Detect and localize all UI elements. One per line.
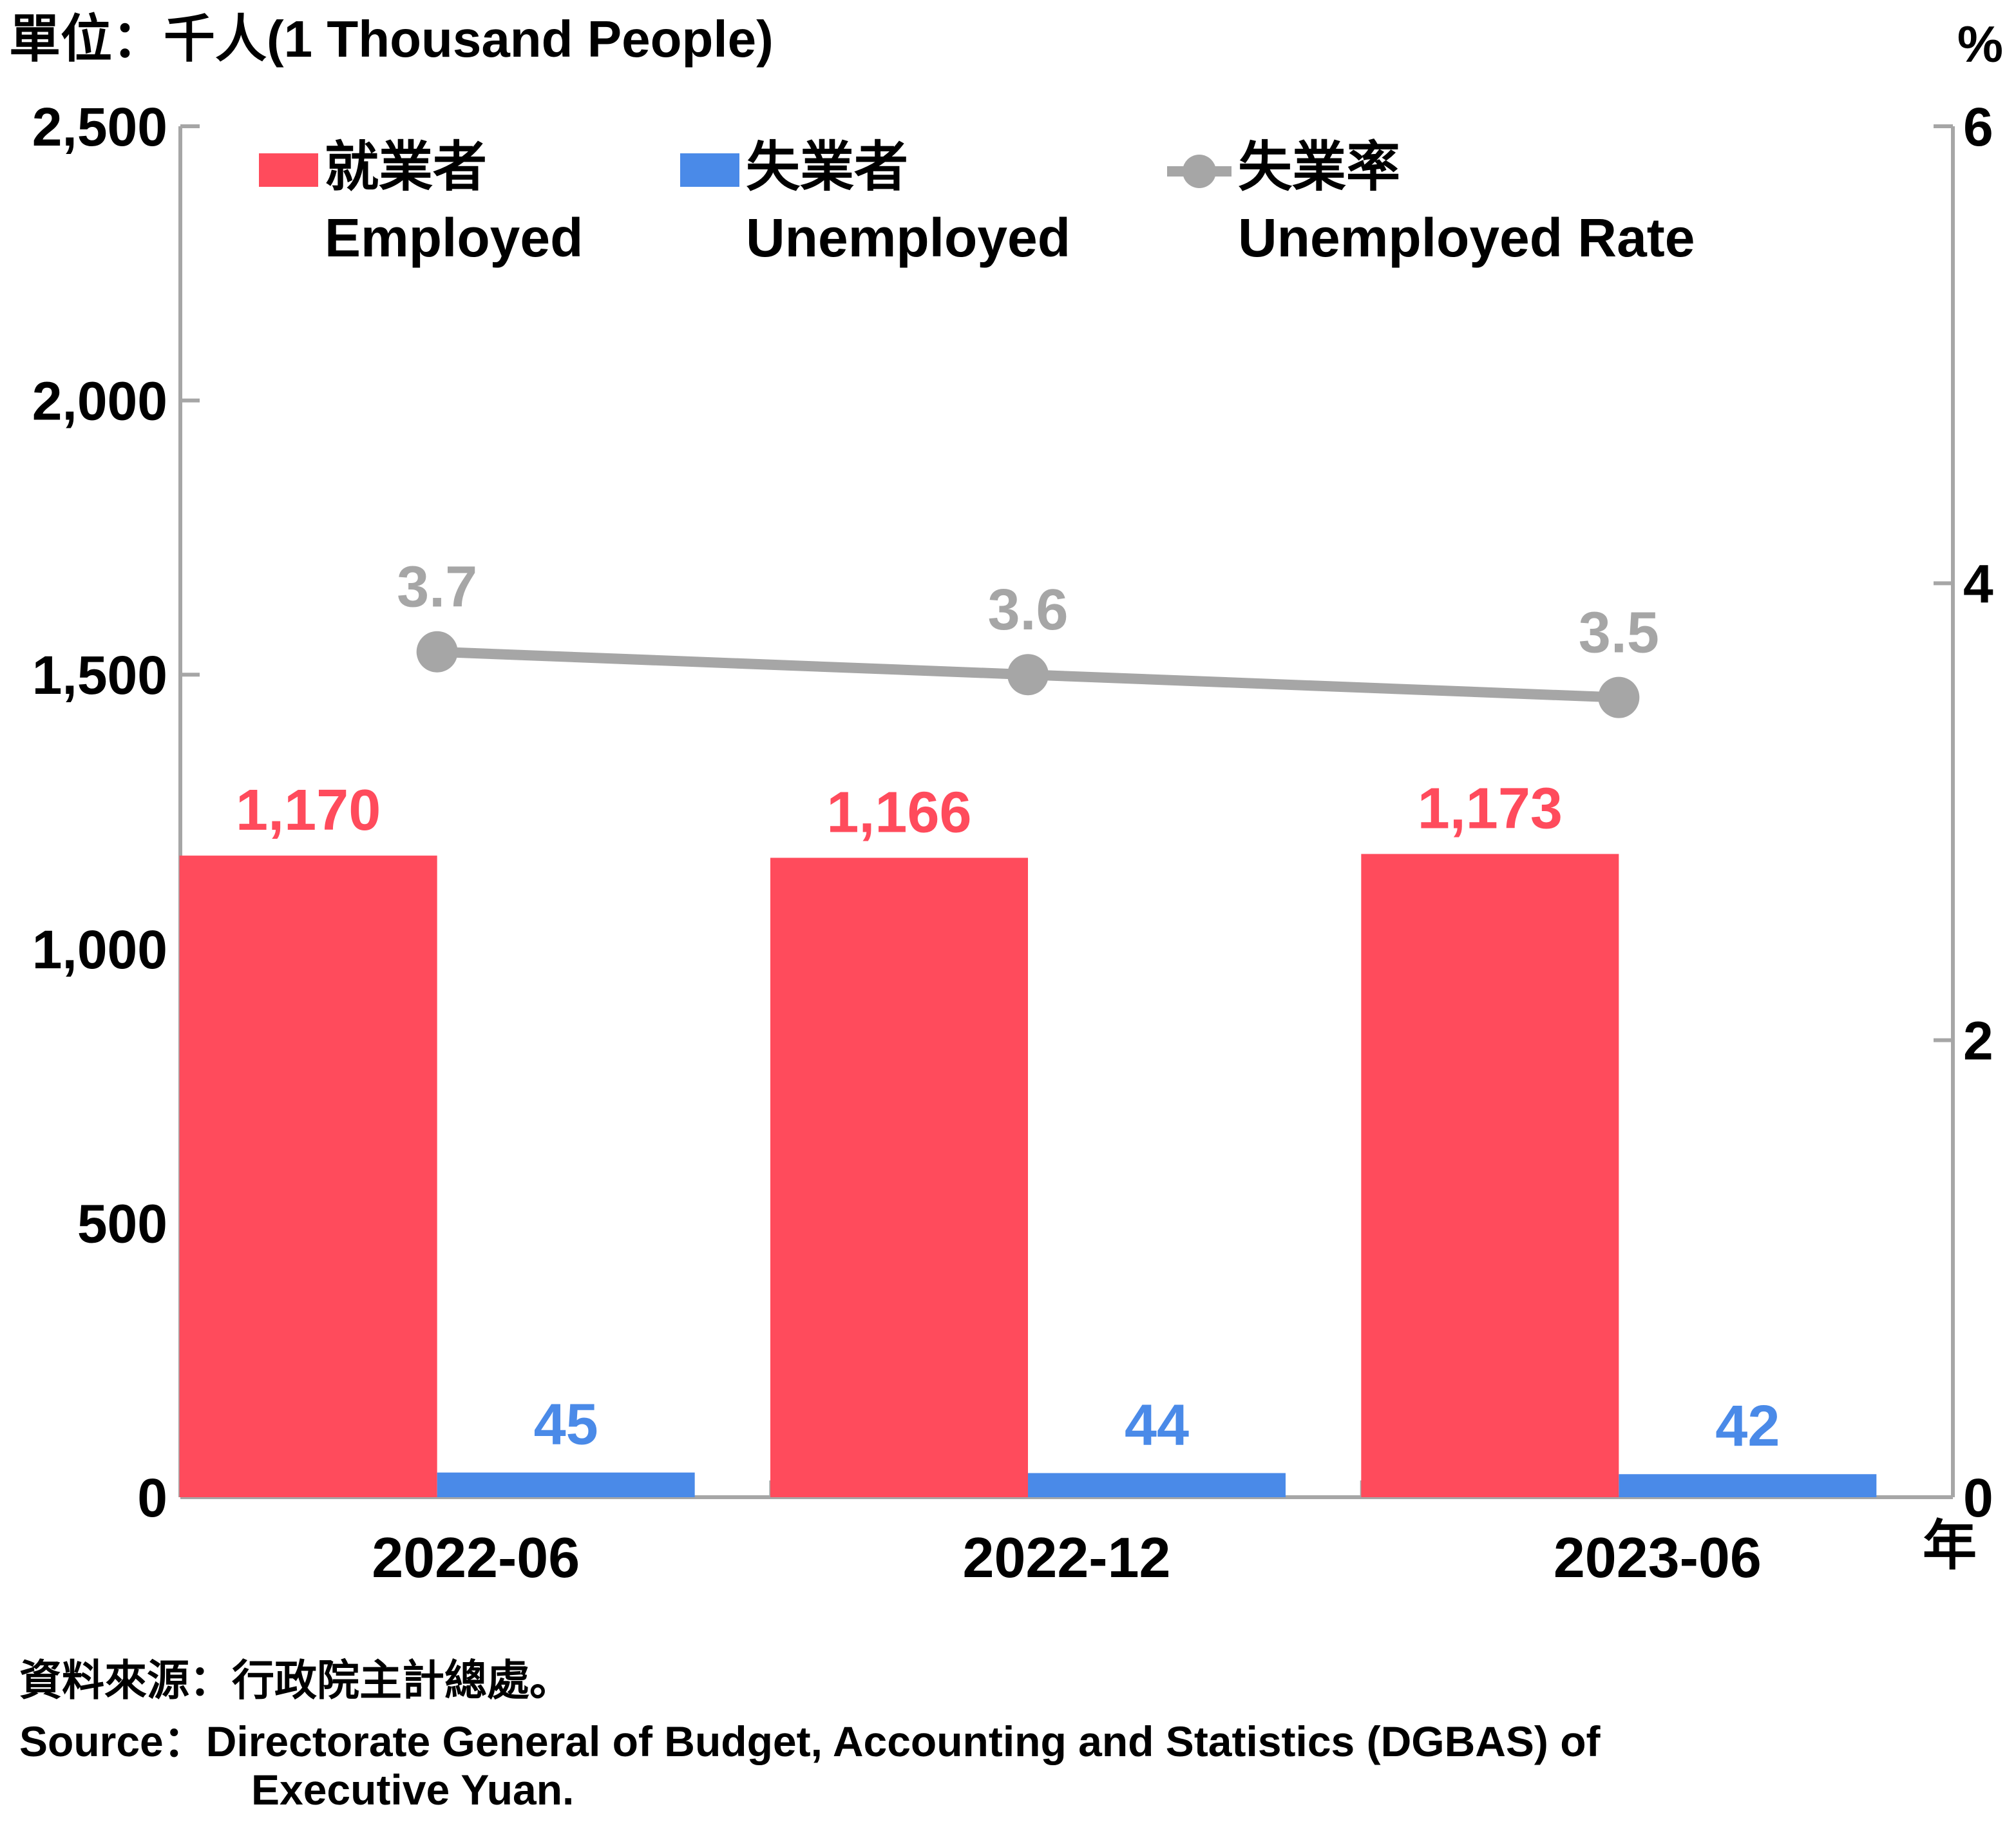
source-en-line1: Source：Directorate General of Budget, Ac… — [19, 1718, 1601, 1765]
legend-label-employed-zh: 就業者 — [325, 137, 487, 197]
bar-unemployed — [437, 1472, 695, 1497]
legend-marker-rate — [1183, 155, 1216, 188]
left-y-tick-label: 500 — [77, 1193, 167, 1254]
data-label-unemployed: 44 — [1125, 1393, 1189, 1458]
left-axis-unit: 單位：千人(1 Thousand People) — [9, 10, 774, 68]
rate-point — [416, 631, 458, 673]
data-label-unemployed: 42 — [1715, 1394, 1780, 1459]
rate-line — [416, 631, 1640, 718]
right-y-tick-label: 4 — [1963, 553, 1993, 614]
right-y-tick-label: 0 — [1963, 1468, 1993, 1528]
bar-employed — [1361, 854, 1619, 1497]
data-labels: 1,170 45 1,166 44 1,173 42 3.7 3.6 3.5 — [236, 555, 1780, 1459]
legend-label-rate-zh: 失業率 — [1238, 137, 1400, 197]
data-label-employed: 1,173 — [1418, 777, 1563, 841]
bars — [179, 854, 1877, 1497]
rate-point — [1007, 654, 1049, 696]
data-label-employed: 1,166 — [826, 781, 971, 845]
legend-swatch-employed — [259, 153, 318, 187]
rate-point — [1598, 676, 1640, 718]
left-y-tick-label: 2,000 — [32, 371, 167, 432]
legend-label-rate-en: Unemployed Rate — [1238, 207, 1695, 268]
x-tick-label: 2022-12 — [963, 1526, 1171, 1589]
data-label-rate: 3.7 — [397, 555, 477, 620]
left-y-tick-label: 2,500 — [32, 97, 167, 157]
bar-unemployed — [1619, 1474, 1877, 1497]
left-y-tick-label: 1,500 — [32, 645, 167, 705]
legend-label-employed-en: Employed — [325, 207, 583, 268]
bar-unemployed — [1028, 1473, 1286, 1497]
right-y-tick-label: 2 — [1963, 1011, 1993, 1071]
data-label-rate: 3.5 — [1579, 601, 1659, 665]
data-label-employed: 1,170 — [236, 778, 381, 843]
bar-employed — [770, 857, 1028, 1497]
legend-label-unemployed-zh: 失業者 — [746, 137, 908, 197]
data-label-unemployed: 45 — [534, 1393, 598, 1457]
right-axis-unit: % — [1957, 15, 2003, 73]
source-zh: 資料來源：行政院主計總處。 — [19, 1656, 572, 1704]
right-y-tick-label: 6 — [1963, 97, 1993, 157]
x-axis-unit: 年 — [1923, 1515, 1977, 1576]
left-y-tick-label: 1,000 — [32, 919, 167, 980]
data-label-rate: 3.6 — [987, 578, 1068, 642]
x-tick-label: 2022-06 — [372, 1526, 580, 1589]
bar-employed — [179, 856, 437, 1497]
legend-label-unemployed-en: Unemployed — [746, 207, 1070, 268]
left-y-tick-label: 0 — [137, 1468, 167, 1528]
legend-swatch-unemployed — [680, 153, 739, 187]
source-en-line2: Executive Yuan. — [251, 1766, 575, 1814]
legend: 就業者 Employed 失業者 Unemployed 失業率 Unemployed Ra… — [259, 137, 1695, 268]
x-tick-label: 2023-06 — [1554, 1526, 1762, 1589]
